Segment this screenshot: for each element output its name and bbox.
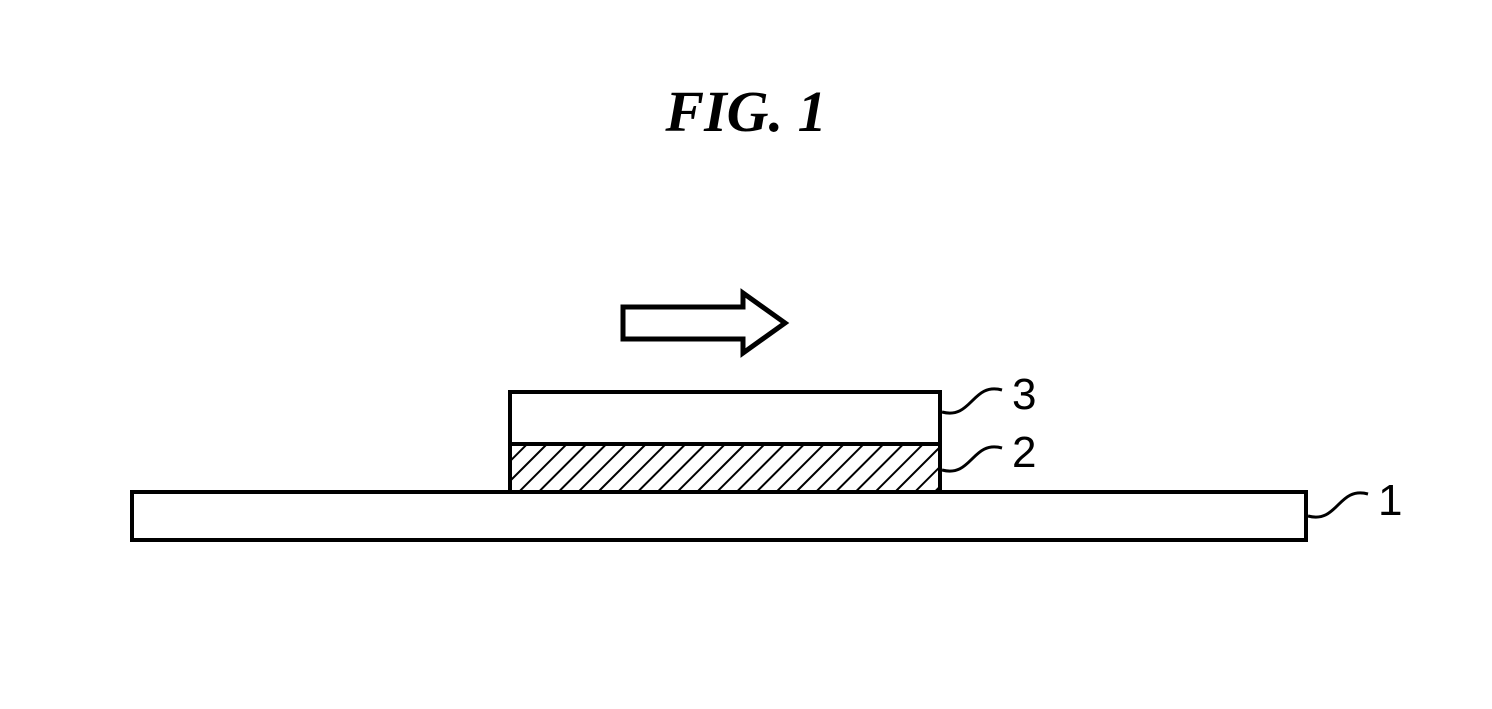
direction-arrow (618, 288, 790, 363)
layer-3 (508, 390, 942, 446)
layer-2 (508, 442, 942, 494)
figure-title: FIG. 1 (665, 78, 826, 145)
label-2: 2 (1012, 428, 1036, 478)
label-3: 3 (1012, 370, 1036, 420)
layer-1 (130, 490, 1308, 542)
label-1: 1 (1378, 476, 1402, 526)
